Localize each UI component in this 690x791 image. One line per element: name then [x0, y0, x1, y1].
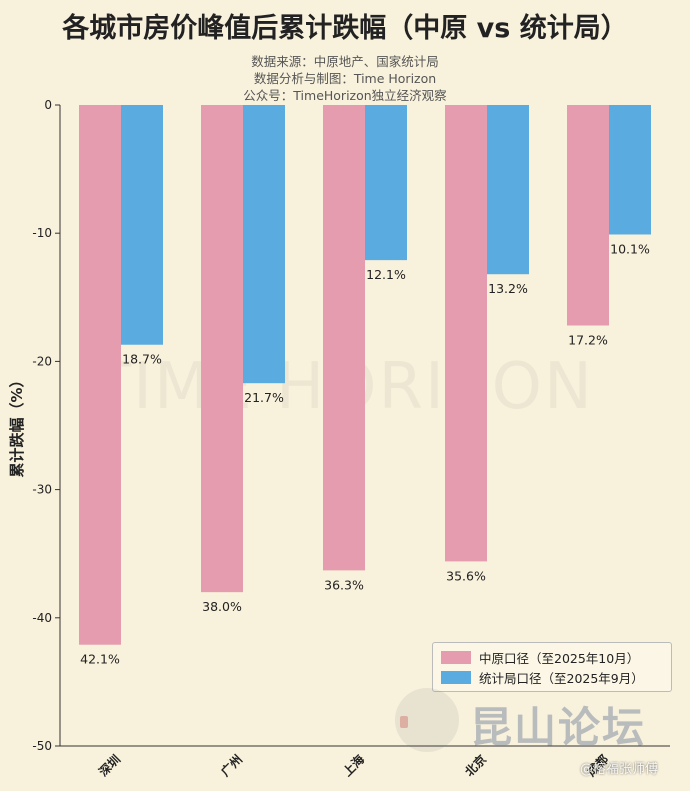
data-label-centaline-4: 17.2%	[568, 333, 608, 348]
x-tick-label-0: 深圳	[96, 752, 124, 780]
bar-centaline-0	[79, 105, 121, 645]
forum-logo-circle	[395, 688, 459, 752]
bar-centaline-1	[201, 105, 243, 593]
data-label-nbs-3: 13.2%	[488, 281, 528, 296]
legend-label-nbs: 统计局口径（至2025年9月）	[479, 670, 644, 686]
data-label-nbs-4: 10.1%	[610, 241, 650, 256]
data-label-nbs-1: 21.7%	[244, 390, 284, 405]
legend-item-centaline: 中原口径（至2025年10月）	[441, 648, 639, 666]
subtitle-source: 数据来源：中原地产、国家统计局	[251, 54, 439, 69]
bar-nbs-3	[487, 105, 529, 275]
bar-centaline-4	[567, 105, 609, 326]
bar-centaline-2	[323, 105, 365, 571]
x-tick-label-2: 上海	[340, 752, 368, 780]
y-axis-label: 累计跌幅（%）	[8, 372, 26, 477]
y-tick-label-5: -50	[32, 739, 52, 753]
legend: 中原口径（至2025年10月） 统计局口径（至2025年9月）	[432, 642, 672, 692]
y-tick-label-1: -10	[32, 226, 52, 240]
forum-logo-seal	[400, 716, 408, 728]
legend-item-nbs: 统计局口径（至2025年9月）	[441, 668, 644, 686]
x-tick-label-1: 广州	[218, 752, 246, 780]
subtitle-author: 数据分析与制图：Time Horizon	[253, 71, 437, 86]
data-label-centaline-3: 35.6%	[446, 568, 486, 583]
y-tick-label-2: -20	[32, 354, 52, 368]
subtitle-account: 公众号：TimeHorizon独立经济观察	[243, 88, 447, 103]
bar-nbs-2	[365, 105, 407, 261]
bar-nbs-0	[121, 105, 163, 345]
chart-title: 各城市房价峰值后累计跌幅（中原 vs 统计局）	[62, 13, 628, 44]
data-label-nbs-0: 18.7%	[122, 352, 162, 367]
y-tick-label-4: -40	[32, 611, 52, 625]
data-label-centaline-0: 42.1%	[80, 652, 120, 667]
legend-swatch-centaline	[441, 650, 471, 664]
bar-nbs-1	[243, 105, 285, 384]
bar-nbs-4	[609, 105, 651, 235]
y-tick-label-0: 0	[44, 98, 52, 112]
data-label-centaline-1: 38.0%	[202, 599, 242, 614]
legend-label-centaline: 中原口径（至2025年10月）	[479, 650, 640, 666]
legend-swatch-nbs	[441, 670, 471, 684]
y-tick-label-3: -30	[32, 483, 52, 497]
forum-brand-watermark: 昆山论坛	[470, 703, 647, 752]
weibo-handle-watermark: @榕福张师傅	[580, 762, 659, 777]
data-label-nbs-2: 12.1%	[366, 267, 406, 282]
x-tick-label-3: 北京	[462, 752, 490, 780]
bar-centaline-3	[445, 105, 487, 562]
data-label-centaline-2: 36.3%	[324, 577, 364, 592]
